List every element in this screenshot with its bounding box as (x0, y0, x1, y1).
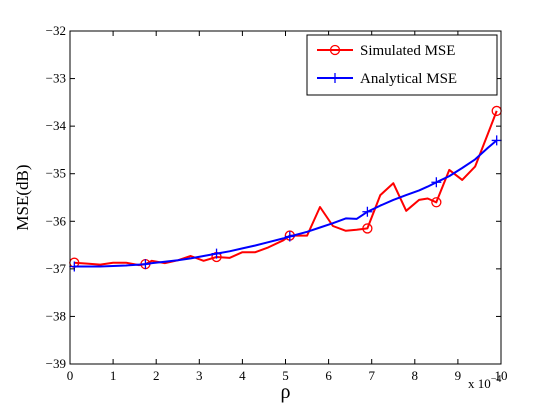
legend-label-0: Simulated MSE (360, 43, 455, 59)
legend-items: Simulated MSE Analytical MSE (317, 43, 457, 87)
x-tick-label: 4 (239, 368, 246, 383)
x-tick-label: 3 (196, 368, 203, 383)
y-tick-label: −39 (46, 356, 66, 371)
x-tick-label: 7 (368, 368, 375, 383)
series-0-marker (362, 223, 373, 234)
series-1-marker (211, 248, 222, 259)
y-tick-label: −37 (46, 261, 67, 276)
series-1-line (74, 139, 498, 268)
x-axis-multiplier-exponent: −4 (491, 374, 502, 385)
series-1-marker (431, 177, 442, 188)
ticks-layer: 0 1 2 3 4 5 6 7 8 9 10 −32 −33 −34 −35 −36 −37 −38 −39 (46, 23, 508, 383)
series-layer (69, 105, 502, 272)
y-tick-label: −38 (46, 308, 66, 323)
series-0-line (74, 110, 498, 267)
x-axis-multiplier: x 10−4 (468, 374, 501, 391)
legend-box (306, 34, 498, 96)
y-tick-label: −36 (46, 213, 67, 228)
legend-marker-1 (330, 73, 340, 83)
y-tick-label: −33 (46, 71, 66, 86)
x-axis-label: ρ (281, 381, 291, 403)
series-0 (69, 105, 502, 270)
y-tick-label: −35 (46, 166, 66, 181)
series-1-marker (140, 259, 151, 270)
legend: Simulated MSE Analytical MSE (306, 34, 498, 96)
x-tick-label: 9 (455, 368, 462, 383)
series-1-marker (362, 206, 373, 217)
x-axis-multiplier-base: x 10 (468, 376, 491, 391)
legend-marker-0 (329, 44, 341, 56)
x-tick-label: 6 (325, 368, 332, 383)
y-tick-label: −32 (46, 23, 66, 38)
series-1 (69, 135, 502, 272)
x-tick-label: 10 (495, 368, 508, 383)
series-0-marker (431, 197, 442, 208)
series-1-marker (284, 231, 295, 242)
x-tick-label: 1 (110, 368, 117, 383)
x-tick-label: 8 (412, 368, 419, 383)
y-tick-label: −34 (46, 118, 67, 133)
series-1-marker (491, 135, 502, 146)
x-tick-label: 5 (282, 368, 289, 383)
y-axis-label: MSE(dB) (13, 164, 32, 230)
x-tick-label: 0 (67, 368, 74, 383)
legend-label-1: Analytical MSE (360, 71, 457, 87)
x-tick-label: 2 (153, 368, 160, 383)
series-1-marker (69, 261, 80, 272)
